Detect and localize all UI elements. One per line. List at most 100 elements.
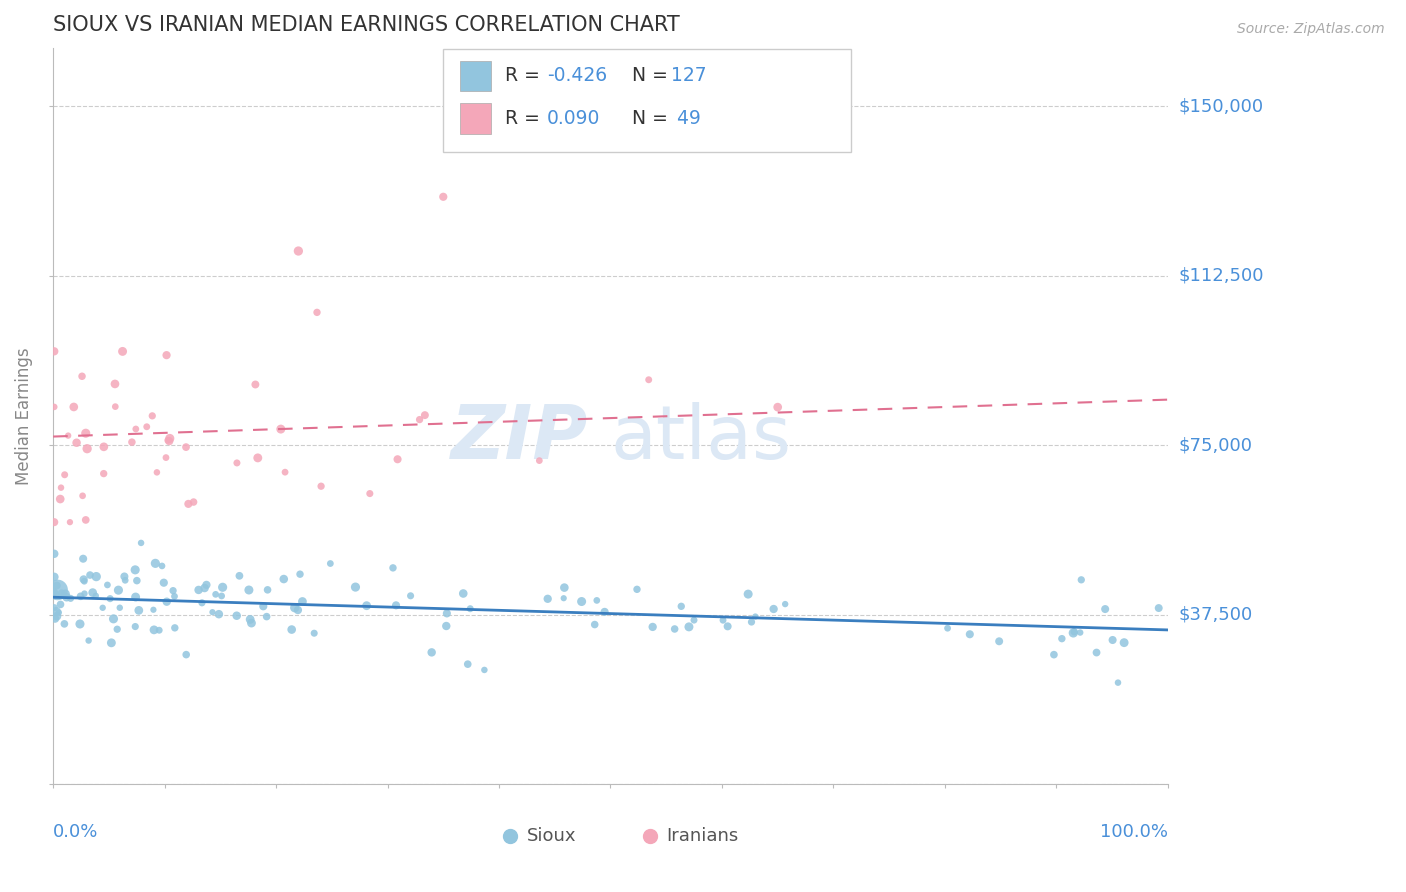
Point (124, 563, 146, 577)
Point (226, 456, 249, 470)
Point (72, 573, 94, 587)
Point (356, 599, 378, 613)
Point (73, 574, 96, 589)
Point (44, 588, 66, 602)
Point (593, 605, 616, 619)
Point (256, 609, 278, 624)
Point (45, 578, 67, 592)
Point (1114, 635, 1136, 649)
Point (280, 623, 302, 637)
Point (194, 581, 217, 595)
Point (245, 377, 267, 392)
Point (152, 575, 174, 590)
Point (211, 589, 233, 603)
Point (711, 613, 734, 627)
Point (84, 589, 107, 603)
Point (46, 582, 69, 597)
Point (98, 591, 121, 606)
Text: 127: 127 (671, 66, 706, 86)
Point (319, 557, 342, 571)
Point (69, 590, 91, 604)
Point (773, 597, 796, 611)
Point (246, 450, 269, 465)
Point (105, 622, 128, 636)
Point (585, 593, 607, 607)
Point (382, 561, 405, 575)
Point (553, 591, 575, 606)
Point (1069, 625, 1091, 640)
Point (135, 419, 157, 434)
Point (302, 626, 325, 640)
Point (553, 581, 575, 595)
Point (156, 434, 179, 448)
Point (96, 578, 118, 592)
Point (77, 633, 100, 648)
Point (305, 305, 328, 319)
Point (93, 467, 115, 481)
Point (287, 244, 309, 258)
Point (53, 616, 76, 631)
Point (1043, 648, 1066, 662)
Point (936, 621, 959, 635)
Point (641, 620, 664, 634)
Point (273, 572, 295, 586)
Point (44, 344, 66, 359)
Point (238, 582, 260, 597)
Text: $75,000: $75,000 (1180, 436, 1253, 454)
Point (432, 190, 454, 204)
Point (225, 608, 247, 623)
Point (451, 586, 474, 600)
Point (44, 612, 66, 626)
Text: Source: ZipAtlas.com: Source: ZipAtlas.com (1237, 22, 1385, 37)
Point (208, 607, 231, 622)
Point (344, 580, 367, 594)
Point (114, 574, 136, 588)
Point (45, 609, 67, 624)
Text: 100.0%: 100.0% (1099, 823, 1168, 841)
Point (1147, 601, 1170, 615)
Point (124, 619, 146, 633)
Point (387, 452, 409, 467)
Text: R =: R = (505, 109, 546, 128)
Point (408, 412, 430, 426)
Point (112, 569, 135, 583)
Point (537, 591, 560, 606)
Point (104, 400, 127, 414)
Point (75, 513, 97, 527)
Point (717, 619, 740, 633)
Point (162, 583, 184, 598)
Point (256, 582, 278, 597)
Point (1107, 675, 1129, 690)
Point (1101, 632, 1123, 647)
Point (70, 369, 93, 384)
Point (762, 602, 785, 616)
Point (145, 557, 167, 571)
Point (108, 600, 131, 615)
Point (111, 344, 134, 359)
Point (434, 619, 457, 633)
Point (252, 599, 274, 614)
Point (48, 606, 70, 620)
Text: atlas: atlas (610, 401, 792, 475)
Point (163, 621, 186, 635)
Point (671, 599, 693, 614)
Point (103, 612, 125, 626)
Point (413, 408, 436, 422)
Point (73, 586, 96, 600)
Point (65, 435, 87, 450)
Point (683, 613, 706, 627)
Point (270, 422, 292, 436)
Point (100, 636, 122, 650)
Point (1050, 632, 1073, 646)
Point (474, 663, 496, 677)
Point (436, 607, 458, 621)
Point (457, 657, 479, 672)
Point (141, 409, 163, 423)
Point (187, 582, 209, 597)
Text: Iranians: Iranians (666, 827, 738, 845)
Point (744, 609, 766, 624)
Point (82, 585, 104, 599)
Point (159, 432, 181, 446)
Point (155, 348, 177, 362)
Point (142, 603, 165, 617)
